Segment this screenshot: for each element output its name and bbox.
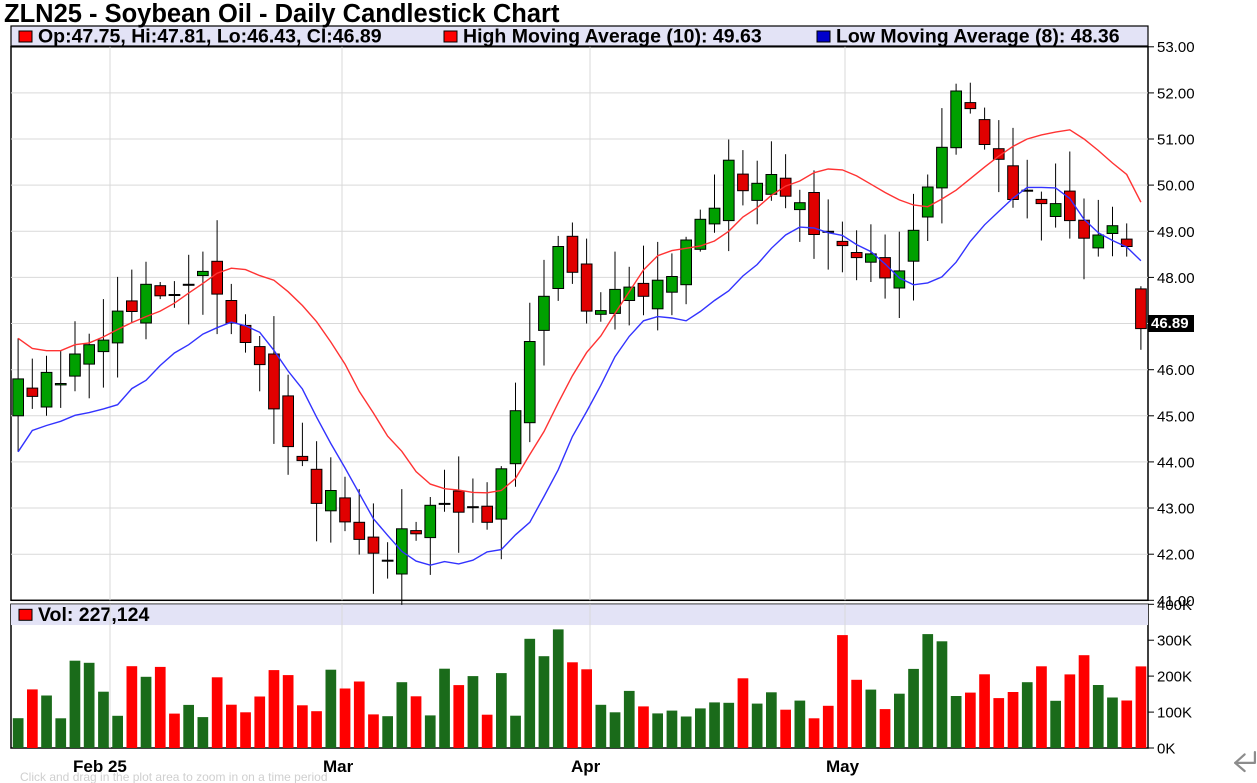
svg-text:Vol: 227,124: Vol: 227,124 (38, 604, 149, 626)
svg-text:50.00: 50.00 (1157, 178, 1195, 195)
svg-text:300K: 300K (1157, 633, 1192, 650)
svg-text:44.00: 44.00 (1157, 454, 1195, 471)
svg-text:May: May (826, 757, 860, 776)
svg-text:46.00: 46.00 (1157, 362, 1195, 379)
svg-text:52.00: 52.00 (1157, 85, 1195, 102)
svg-text:42.00: 42.00 (1157, 547, 1195, 564)
svg-text:46.89: 46.89 (1151, 315, 1189, 332)
svg-text:48.00: 48.00 (1157, 270, 1195, 287)
svg-text:200K: 200K (1157, 669, 1192, 686)
svg-text:53.00: 53.00 (1157, 39, 1195, 56)
svg-text:Click and drag in the plot are: Click and drag in the plot area to zoom … (20, 770, 328, 783)
svg-text:Low Moving Average (8): 48.36: Low Moving Average (8): 48.36 (836, 26, 1120, 48)
svg-text:100K: 100K (1157, 705, 1192, 722)
svg-text:0K: 0K (1157, 741, 1175, 758)
svg-text:49.00: 49.00 (1157, 224, 1195, 241)
svg-text:Apr: Apr (571, 757, 601, 776)
svg-text:Mar: Mar (323, 757, 354, 776)
svg-text:400K: 400K (1157, 597, 1192, 614)
svg-text:51.00: 51.00 (1157, 132, 1195, 149)
svg-text:43.00: 43.00 (1157, 501, 1195, 518)
svg-text:45.00: 45.00 (1157, 408, 1195, 425)
